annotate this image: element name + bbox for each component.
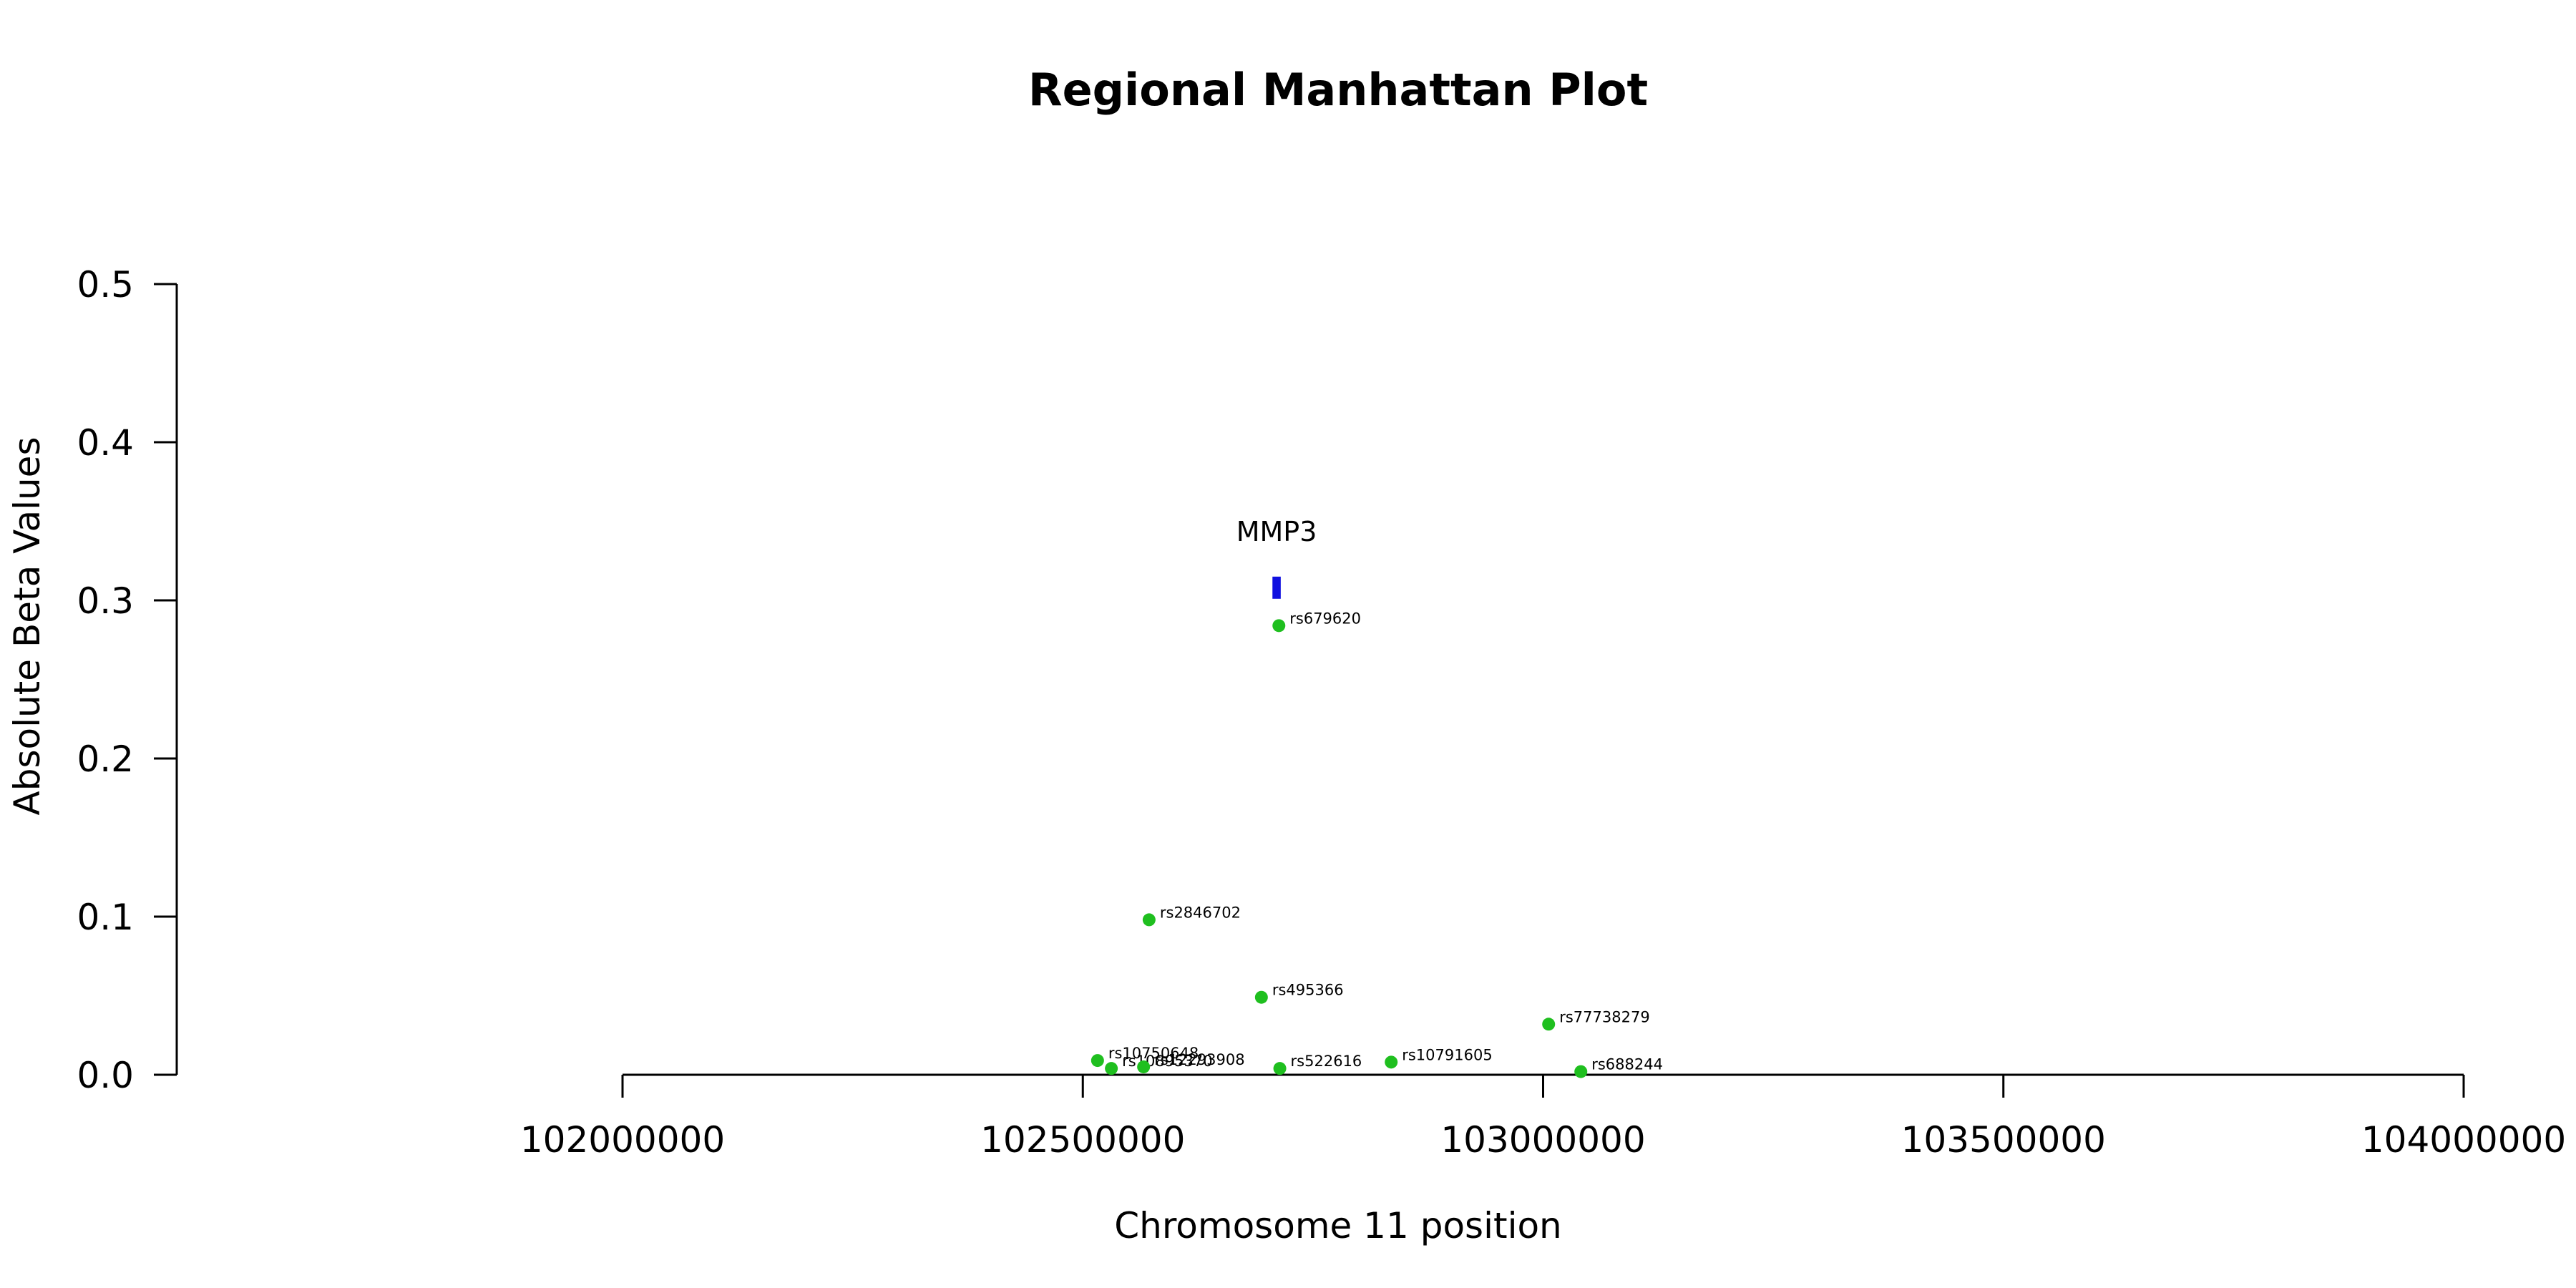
snp-point <box>1273 1062 1287 1075</box>
y-axis-label: Absolute Beta Values <box>6 437 48 816</box>
snp-label: rs495366 <box>1272 982 1344 999</box>
x-tick-label: 104000000 <box>2361 1119 2566 1161</box>
y-tick-label: 0.3 <box>77 580 134 622</box>
snp-point <box>1105 1062 1118 1075</box>
snp-point <box>1254 990 1268 1004</box>
x-axis-label: Chromosome 11 position <box>1114 1205 1562 1246</box>
x-tick-label: 102500000 <box>980 1119 1185 1161</box>
snp-point <box>1137 1060 1151 1073</box>
y-tick-label: 0.2 <box>77 738 134 780</box>
y-tick-label: 0.0 <box>77 1055 134 1096</box>
x-axis: 102000000 102500000 103000000 103500000 1040… <box>520 1073 2566 1161</box>
snp-label: rs12293908 <box>1154 1051 1244 1068</box>
snp-label: rs10750648 <box>1108 1045 1199 1062</box>
snp-point <box>1385 1055 1398 1069</box>
y-tick-label: 0.1 <box>77 897 134 938</box>
y-axis: 0.0 0.1 0.2 0.3 0.4 0.5 <box>77 264 178 1096</box>
x-tick-label: 103000000 <box>1440 1119 1645 1161</box>
snp-point <box>1142 913 1156 927</box>
snp-label: rs688244 <box>1591 1056 1663 1073</box>
gene-label: MMP3 <box>1236 516 1317 547</box>
chart-title: Regional Manhattan Plot <box>1028 64 1648 116</box>
snp-label: rs10791605 <box>1402 1046 1492 1063</box>
snp-label: rs77738279 <box>1559 1008 1649 1025</box>
snp-point <box>1542 1018 1556 1031</box>
snp-points: rs679620 rs2846702 rs495366 rs77738279 rs107… <box>1091 610 1663 1078</box>
snp-label: rs679620 <box>1289 610 1361 627</box>
x-tick-label: 102000000 <box>520 1119 725 1161</box>
y-tick-label: 0.4 <box>77 422 134 464</box>
snp-label: rs2846702 <box>1160 904 1241 921</box>
gene-track: MMP3 <box>1236 516 1317 599</box>
y-tick-label: 0.5 <box>77 264 134 306</box>
snp-label: rs522616 <box>1291 1053 1362 1070</box>
snp-point <box>1091 1054 1104 1068</box>
x-tick-label: 103500000 <box>1901 1119 2106 1161</box>
gene-bar <box>1272 576 1281 599</box>
snp-point <box>1272 619 1286 633</box>
snp-point <box>1574 1065 1588 1078</box>
